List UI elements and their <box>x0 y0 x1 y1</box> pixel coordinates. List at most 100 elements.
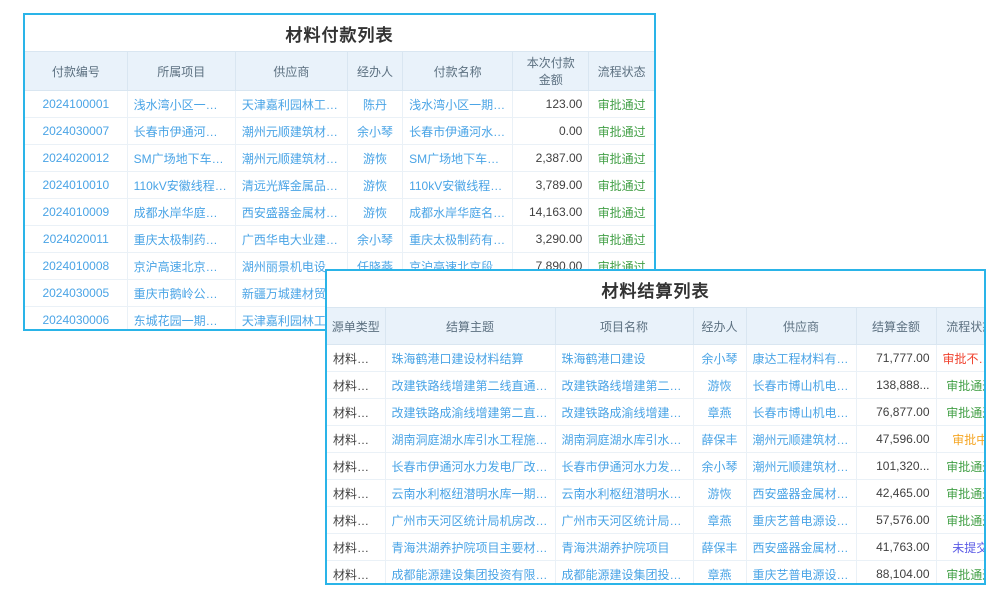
cell-supplier[interactable]: 西安盛器金属材料有限... <box>235 198 349 226</box>
cell-payment-no[interactable]: 2024020012 <box>25 144 128 172</box>
cell-handler[interactable]: 游恢 <box>693 371 747 399</box>
cell-payment-name[interactable]: 浅水湾小区一期景... <box>402 90 514 118</box>
cell-amount: 3,290.00 <box>512 225 590 253</box>
cell-supplier[interactable]: 广西华电大业建材有限... <box>235 225 349 253</box>
cell-project[interactable]: 京沪高速北京段维修 <box>127 252 236 280</box>
cell-handler[interactable]: 余小琴 <box>693 344 747 372</box>
cell-project-name[interactable]: 长春市伊通河水力发电厂... <box>555 452 694 480</box>
cell-status: 审批通过 <box>936 398 984 426</box>
cell-subject[interactable]: 珠海鹤港口建设材料结算 <box>385 344 556 372</box>
cell-subject[interactable]: 青海洪湖养护院项目主要材料结算 <box>385 533 556 561</box>
cell-project[interactable]: 重庆市鹅岭公园绿化景... <box>127 279 236 307</box>
cell-handler[interactable]: 游恢 <box>347 144 404 172</box>
cell-project[interactable]: 110kV安徽线程集变开断... <box>127 171 236 199</box>
settlement-table: 源单类型结算主题项目名称经办人供应商结算金额流程状态材料入库珠海鹤港口建设材料结… <box>327 307 984 583</box>
cell-payment-name[interactable]: 成都水岸华庭名苑... <box>402 198 514 226</box>
cell-handler[interactable]: 游恢 <box>347 198 404 226</box>
column-header-status: 流程状态 <box>936 307 984 345</box>
cell-payment-name[interactable]: 长春市伊通河水力... <box>402 117 514 145</box>
column-header-source-type: 源单类型 <box>327 307 386 345</box>
cell-project-name[interactable]: 云南水利枢纽潜明水库一... <box>555 479 694 507</box>
cell-supplier[interactable]: 潮州元顺建筑材料有限... <box>235 144 349 172</box>
cell-amount: 101,320... <box>856 452 937 480</box>
cell-payment-no[interactable]: 2024030005 <box>25 279 128 307</box>
column-header-payment-name: 付款名称 <box>402 51 514 91</box>
cell-handler[interactable]: 游恢 <box>693 479 747 507</box>
cell-project-name[interactable]: 青海洪湖养护院项目 <box>555 533 694 561</box>
cell-status: 未提交 <box>936 533 984 561</box>
cell-supplier[interactable]: 清远光辉金属品有限公司 <box>235 171 349 199</box>
cell-project-name[interactable]: 改建铁路线增建第二线直... <box>555 371 694 399</box>
cell-subject[interactable]: 湖南洞庭湖水库引水工程施工I标材... <box>385 425 556 453</box>
cell-handler[interactable]: 陈丹 <box>347 90 404 118</box>
table-row: 2024020012SM广场地下车库更换摄...潮州元顺建筑材料有限...游恢S… <box>25 144 654 172</box>
cell-handler[interactable]: 薛保丰 <box>693 425 747 453</box>
cell-payment-no[interactable]: 2024100001 <box>25 90 128 118</box>
cell-amount: 138,888... <box>856 371 937 399</box>
cell-handler[interactable]: 余小琴 <box>693 452 747 480</box>
cell-supplier[interactable]: 天津嘉利园林工程有 <box>235 306 349 329</box>
cell-handler[interactable]: 薛保丰 <box>693 533 747 561</box>
cell-supplier[interactable]: 康达工程材料有限公司 <box>746 344 857 372</box>
cell-source-type: 材料入库 <box>327 425 386 453</box>
cell-handler[interactable]: 章燕 <box>693 560 747 583</box>
cell-status: 审批通过 <box>588 225 654 253</box>
cell-payment-no[interactable]: 2024010009 <box>25 198 128 226</box>
cell-project[interactable]: 成都水岸华庭名苑项目... <box>127 198 236 226</box>
cell-supplier[interactable]: 长春市博山机电设备... <box>746 398 857 426</box>
cell-supplier[interactable]: 重庆艺普电源设备有... <box>746 506 857 534</box>
cell-subject[interactable]: 广州市天河区统计局机房改造项目... <box>385 506 556 534</box>
cell-status: 审批通过 <box>588 144 654 172</box>
cell-project[interactable]: 长春市伊通河水力发电... <box>127 117 236 145</box>
cell-supplier[interactable]: 西安盛器金属材料有... <box>746 479 857 507</box>
cell-supplier[interactable]: 重庆艺普电源设备有... <box>746 560 857 583</box>
cell-payment-no[interactable]: 2024030006 <box>25 306 128 329</box>
cell-project-name[interactable]: 湖南洞庭湖水库引水工程... <box>555 425 694 453</box>
cell-payment-no[interactable]: 2024030007 <box>25 117 128 145</box>
cell-amount: 57,576.00 <box>856 506 937 534</box>
header-row: 付款编号 所属项目 供应商 经办人 付款名称 本次付款 金额 流程状态 <box>25 51 654 91</box>
cell-payment-name[interactable]: 重庆太极制药有限... <box>402 225 514 253</box>
cell-project-name[interactable]: 珠海鹤港口建设 <box>555 344 694 372</box>
cell-handler[interactable]: 余小琴 <box>347 225 404 253</box>
column-header-amount: 本次付款 金额 <box>512 51 590 91</box>
cell-project-name[interactable]: 成都能源建设集团投资有... <box>555 560 694 583</box>
table-row: 材料入库青海洪湖养护院项目主要材料结算青海洪湖养护院项目薛保丰西安盛器金属材料有… <box>327 533 984 561</box>
cell-payment-no[interactable]: 2024020011 <box>25 225 128 253</box>
cell-subject[interactable]: 改建铁路线增建第二线直通线（成... <box>385 371 556 399</box>
cell-source-type: 材料入库 <box>327 398 386 426</box>
cell-project[interactable]: SM广场地下车库更换摄... <box>127 144 236 172</box>
cell-supplier[interactable]: 天津嘉利园林工程有限... <box>235 90 349 118</box>
cell-subject[interactable]: 长春市伊通河水力发电厂改建工程... <box>385 452 556 480</box>
cell-supplier[interactable]: 潮州元顺建筑材料有... <box>746 452 857 480</box>
cell-amount: 14,163.00 <box>512 198 590 226</box>
cell-handler[interactable]: 章燕 <box>693 398 747 426</box>
cell-subject[interactable]: 改建铁路成渝线增建第二直通线（... <box>385 398 556 426</box>
cell-supplier[interactable]: 潮州元顺建筑材料有限... <box>235 117 349 145</box>
cell-payment-name[interactable]: 110kV安徽线程集变... <box>402 171 514 199</box>
cell-subject[interactable]: 成都能源建设集团投资有限公司临... <box>385 560 556 583</box>
cell-supplier[interactable]: 湖州丽景机电设备有限... <box>235 252 349 280</box>
cell-handler[interactable]: 游恢 <box>347 171 404 199</box>
table-row: 材料入库成都能源建设集团投资有限公司临...成都能源建设集团投资有...章燕重庆… <box>327 560 984 583</box>
cell-status: 审批通过 <box>936 479 984 507</box>
cell-source-type: 材料入库 <box>327 560 386 583</box>
cell-handler[interactable]: 余小琴 <box>347 117 404 145</box>
cell-supplier[interactable]: 长春市博山机电设备... <box>746 371 857 399</box>
cell-payment-no[interactable]: 2024010008 <box>25 252 128 280</box>
cell-source-type: 材料入库 <box>327 533 386 561</box>
cell-supplier[interactable]: 潮州元顺建筑材料有... <box>746 425 857 453</box>
cell-subject[interactable]: 云南水利枢纽潜明水库一期工程施... <box>385 479 556 507</box>
cell-supplier[interactable]: 西安盛器金属材料有... <box>746 533 857 561</box>
cell-handler[interactable]: 章燕 <box>693 506 747 534</box>
cell-status: 审批通过 <box>936 371 984 399</box>
cell-project[interactable]: 浅水湾小区一期景观提... <box>127 90 236 118</box>
cell-payment-no[interactable]: 2024010010 <box>25 171 128 199</box>
column-header-handler: 经办人 <box>693 307 747 345</box>
cell-project-name[interactable]: 广州市天河区统计局机房... <box>555 506 694 534</box>
cell-payment-name[interactable]: SM广场地下车库更... <box>402 144 514 172</box>
cell-project[interactable]: 东城花园一期项目公寓... <box>127 306 236 329</box>
cell-project-name[interactable]: 改建铁路成渝线增建第二... <box>555 398 694 426</box>
cell-project[interactable]: 重庆太极制药有限公司... <box>127 225 236 253</box>
cell-amount: 47,596.00 <box>856 425 937 453</box>
